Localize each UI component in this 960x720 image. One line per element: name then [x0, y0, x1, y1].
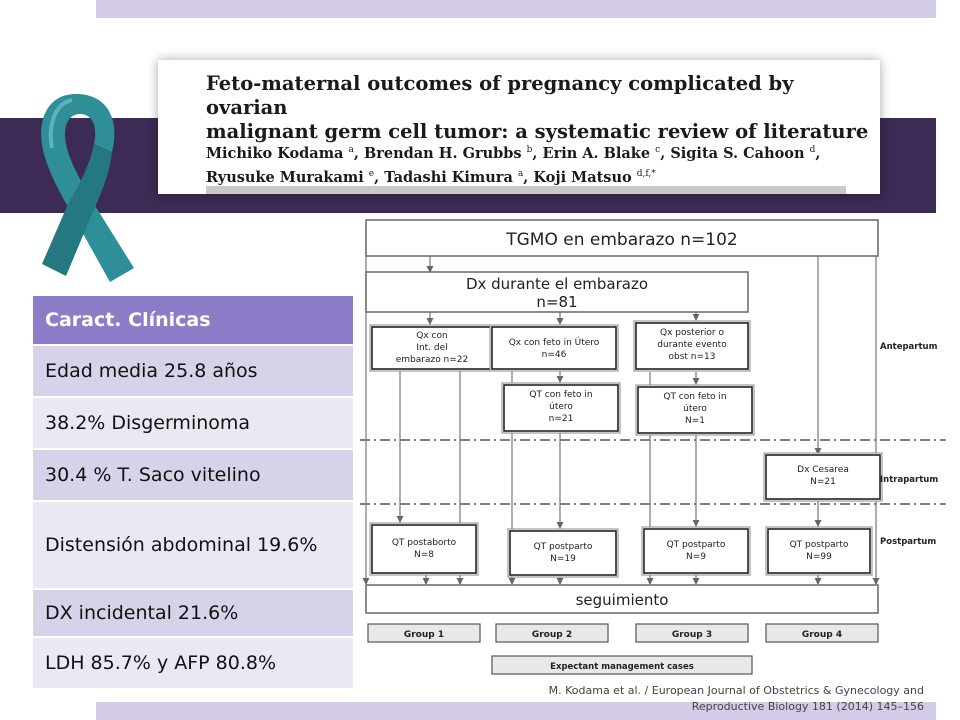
qt-postparto99-line-2: N=99 — [806, 552, 832, 562]
qt-postparto9-line-2: N=9 — [686, 552, 706, 562]
group-3-label: Group 3 — [672, 630, 712, 640]
dx-cesarea-line-2: N=21 — [810, 477, 836, 487]
phase-postpartum: Postpartum — [880, 537, 936, 547]
group-1-label: Group 1 — [404, 630, 444, 640]
group-4-box: Group 4 — [765, 623, 879, 643]
awareness-ribbon-icon — [41, 94, 134, 282]
qx-int-embarazo-box: Qx con Int. del embarazo n=22 — [369, 324, 495, 372]
dx-embarazo-line-2: n=81 — [536, 293, 577, 311]
seguimiento-box: seguimiento — [365, 584, 879, 614]
top-decor-bar — [96, 0, 936, 18]
clinical-row-dx-incidental: DX incidental 21.6% — [33, 590, 353, 638]
clinical-table-header: Caract. Clínicas — [33, 296, 353, 346]
paper-authors: Michiko Kodama a, Brendan H. Grubbs b, E… — [206, 144, 821, 186]
author-blake: Erin A. Blake c — [542, 144, 661, 162]
seguimiento-label: seguimiento — [576, 591, 669, 609]
qt-feto1-line-2: útero — [683, 404, 707, 414]
qt-postparto-99-box: QT postparto N=99 — [765, 526, 873, 576]
paper-title-line-1: Feto-maternal outcomes of pregnancy comp… — [206, 72, 794, 119]
qt-feto21-line-2: útero — [549, 402, 573, 412]
clinical-row-distension: Distensión abdominal 19.6% — [33, 502, 353, 590]
group-2-label: Group 2 — [532, 630, 572, 640]
qt-feto21-line-1: QT con feto in — [529, 390, 592, 400]
qt-postaborto-line-2: N=8 — [414, 550, 434, 560]
author-grubbs: Brendan H. Grubbs b — [363, 144, 533, 162]
qt-feto-utero-21-box: QT con feto in útero n=21 — [501, 382, 621, 434]
clinical-row-saco-vitelino: 30.4 % T. Saco vitelino — [33, 450, 353, 502]
qt-postparto19-line-2: N=19 — [550, 554, 576, 564]
dx-cesarea-box: Dx Cesarea N=21 — [763, 452, 883, 502]
dx-embarazo-box: Dx durante el embarazo n=81 — [365, 271, 749, 313]
qx-int-line-3: embarazo n=22 — [396, 355, 469, 365]
citation: M. Kodama et al. / European Journal of O… — [364, 683, 924, 715]
group-2-box: Group 2 — [495, 623, 609, 643]
qt-postparto-19-box: QT postparto N=19 — [507, 528, 619, 578]
qt-postparto9-line-1: QT postparto — [667, 540, 726, 550]
qt-postparto19-line-1: QT postparto — [534, 542, 593, 552]
qt-feto-utero-1-box: QT con feto in útero N=1 — [635, 384, 755, 436]
phase-intrapartum: Intrapartum — [880, 475, 938, 485]
qt-feto1-line-1: QT con feto in — [663, 392, 726, 402]
clinical-row-edad: Edad media 25.8 años — [33, 346, 353, 398]
expectant-management-box: Expectant management cases — [491, 655, 753, 675]
author-matsuo: Koji Matsuo d,f,* — [533, 168, 656, 186]
qx-posterior-line-1: Qx posterior o — [660, 328, 725, 338]
qx-int-line-1: Qx con — [416, 331, 447, 341]
dx-cesarea-line-1: Dx Cesarea — [797, 465, 849, 475]
expectant-management-label: Expectant management cases — [550, 662, 694, 672]
clinical-characteristics-table: Caract. Clínicas Edad media 25.8 años 38… — [33, 296, 353, 690]
qx-posterior-box: Qx posterior o durante evento obst n=13 — [633, 320, 751, 372]
author-cahoon: Sigita S. Cahoon d — [670, 144, 816, 162]
group-1-box: Group 1 — [367, 623, 481, 643]
qx-int-line-2: Int. del — [416, 343, 447, 353]
qt-feto1-line-3: N=1 — [685, 416, 705, 426]
citation-line-2: Reproductive Biology 181 (2014) 145–156 — [691, 700, 924, 713]
tgmo-total-label: TGMO en embarazo n=102 — [505, 230, 737, 250]
tgmo-total-box: TGMO en embarazo n=102 — [365, 219, 879, 257]
paper-title: Feto-maternal outcomes of pregnancy comp… — [206, 72, 876, 144]
author-kimura: Tadashi Kimura a — [384, 168, 524, 186]
author-kodama: Michiko Kodama a — [206, 144, 354, 162]
qx-posterior-line-3: obst n=13 — [669, 352, 716, 362]
qt-postparto-9-box: QT postparto N=9 — [641, 526, 751, 576]
paper-header-card: Feto-maternal outcomes of pregnancy comp… — [158, 60, 880, 194]
bottom-decor-bar — [96, 702, 936, 720]
affiliation-strip — [206, 186, 846, 194]
qx-posterior-line-2: durante evento — [657, 340, 727, 350]
clinical-row-ldh-afp: LDH 85.7% y AFP 80.8% — [33, 638, 353, 690]
qt-feto21-line-3: n=21 — [549, 414, 574, 424]
citation-line-1: M. Kodama et al. / European Journal of O… — [548, 684, 924, 697]
phase-antepartum: Antepartum — [880, 342, 938, 352]
qx-feto-line-1: Qx con feto in Útero — [509, 336, 600, 348]
group-4-label: Group 4 — [802, 630, 842, 640]
author-murakami: Ryusuke Murakami e — [206, 168, 375, 186]
dx-embarazo-line-1: Dx durante el embarazo — [466, 275, 648, 293]
paper-title-line-2: malignant germ cell tumor: a systematic … — [206, 120, 869, 143]
qx-feto-utero-box: Qx con feto in Útero n=46 — [489, 324, 619, 372]
group-3-box: Group 3 — [635, 623, 749, 643]
qx-feto-line-2: n=46 — [542, 350, 567, 360]
flowchart: TGMO en embarazo n=102 Dx durante el emb… — [360, 219, 946, 675]
qt-postaborto-box: QT postaborto N=8 — [369, 522, 479, 576]
qt-postaborto-line-1: QT postaborto — [392, 538, 457, 548]
clinical-row-disgerminoma: 38.2% Disgerminoma — [33, 398, 353, 450]
qt-postparto99-line-1: QT postparto — [790, 540, 849, 550]
